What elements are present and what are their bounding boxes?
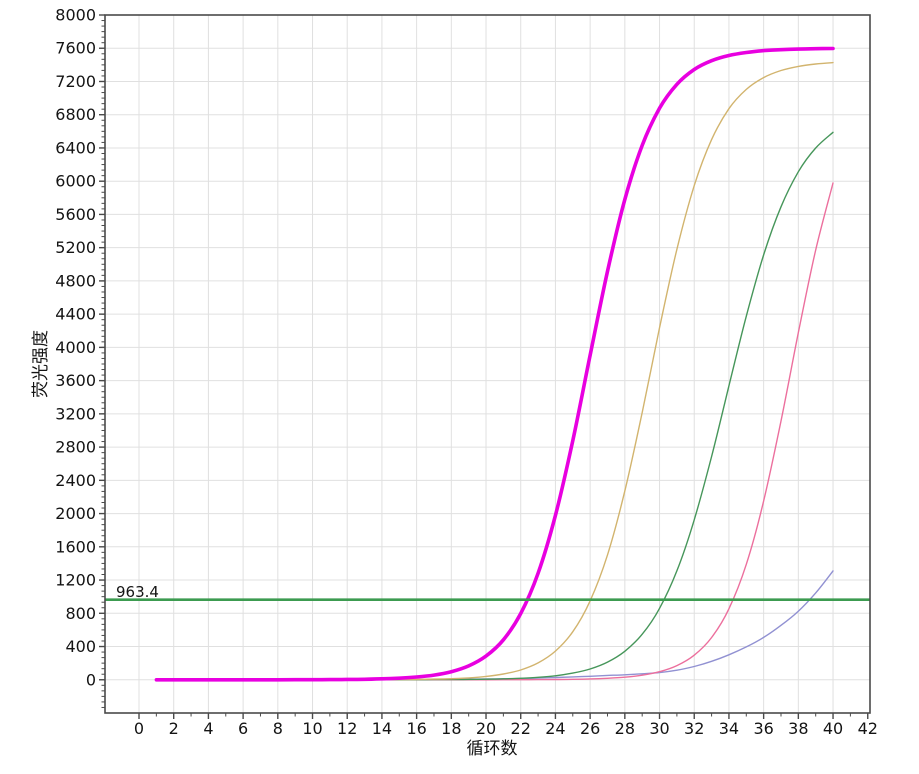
x-axis-tick-label: 14 bbox=[372, 719, 392, 738]
y-axis-tick-label: 4000 bbox=[55, 338, 96, 357]
x-axis-tick-label: 8 bbox=[273, 719, 283, 738]
y-axis-tick-label: 7200 bbox=[55, 72, 96, 91]
y-axis-tick-label: 5200 bbox=[55, 238, 96, 257]
x-axis-tick-label: 38 bbox=[788, 719, 808, 738]
y-axis-tick-label: 2800 bbox=[55, 438, 96, 457]
curve-layer bbox=[154, 46, 835, 682]
y-axis-tick-label: 3200 bbox=[55, 404, 96, 423]
x-axis-tick-label: 10 bbox=[302, 719, 322, 738]
y-axis-tick-label: 1600 bbox=[55, 537, 96, 556]
x-axis-title: 循环数 bbox=[467, 739, 518, 759]
x-axis-tick-label: 28 bbox=[615, 719, 635, 738]
x-axis-tick-label: 22 bbox=[511, 719, 531, 738]
amplification-curve-series-4 bbox=[155, 182, 834, 681]
grid-layer bbox=[105, 14, 870, 713]
threshold-layer: 963.4 bbox=[105, 583, 870, 602]
y-axis-tick-label: 1200 bbox=[55, 571, 96, 590]
y-axis-tick-label: 5600 bbox=[55, 205, 96, 224]
x-axis-tick-label: 42 bbox=[858, 719, 878, 738]
amplification-curve-series-2 bbox=[155, 61, 834, 681]
y-axis-tick-label: 4800 bbox=[55, 271, 96, 290]
x-axis-tick-label: 40 bbox=[823, 719, 843, 738]
x-axis-tick-label: 18 bbox=[441, 719, 461, 738]
y-axis-tick-label: 2400 bbox=[55, 471, 96, 490]
x-axis-tick-label: 32 bbox=[684, 719, 704, 738]
x-axis-tick-label: 2 bbox=[169, 719, 179, 738]
plot-border bbox=[104, 14, 871, 714]
x-axis-tick-label: 26 bbox=[580, 719, 600, 738]
x-axis-tick-label: 12 bbox=[337, 719, 357, 738]
tick-layer: 0400800120016002000240028003200360040004… bbox=[55, 6, 878, 739]
y-axis-tick-label: 2000 bbox=[55, 504, 96, 523]
y-axis-tick-label: 6800 bbox=[55, 105, 96, 124]
amplification-curve-series-5 bbox=[155, 570, 834, 681]
x-axis-tick-label: 36 bbox=[753, 719, 773, 738]
x-axis-tick-label: 30 bbox=[649, 719, 669, 738]
y-axis-tick-label: 4400 bbox=[55, 305, 96, 324]
y-axis-tick-label: 6000 bbox=[55, 172, 96, 191]
y-axis-tick-label: 400 bbox=[65, 637, 96, 656]
y-axis-tick-label: 3600 bbox=[55, 371, 96, 390]
amplification-curve-series-1 bbox=[154, 46, 835, 682]
x-axis-tick-label: 24 bbox=[545, 719, 565, 738]
label-layer: 荧光强度 循环数 bbox=[31, 330, 518, 759]
y-axis-tick-label: 0 bbox=[86, 670, 96, 689]
x-axis-tick-label: 4 bbox=[203, 719, 213, 738]
x-axis-tick-label: 0 bbox=[134, 719, 144, 738]
y-axis-tick-label: 6400 bbox=[55, 138, 96, 157]
x-axis-tick-label: 20 bbox=[476, 719, 496, 738]
threshold-value-label: 963.4 bbox=[116, 583, 159, 601]
y-axis-title: 荧光强度 bbox=[31, 330, 51, 398]
y-axis-tick-label: 8000 bbox=[55, 6, 96, 25]
y-axis-tick-label: 7600 bbox=[55, 39, 96, 58]
x-axis-tick-label: 34 bbox=[719, 719, 739, 738]
x-axis-tick-label: 6 bbox=[238, 719, 248, 738]
x-axis-tick-label: 16 bbox=[406, 719, 426, 738]
y-axis-tick-label: 800 bbox=[65, 604, 96, 623]
